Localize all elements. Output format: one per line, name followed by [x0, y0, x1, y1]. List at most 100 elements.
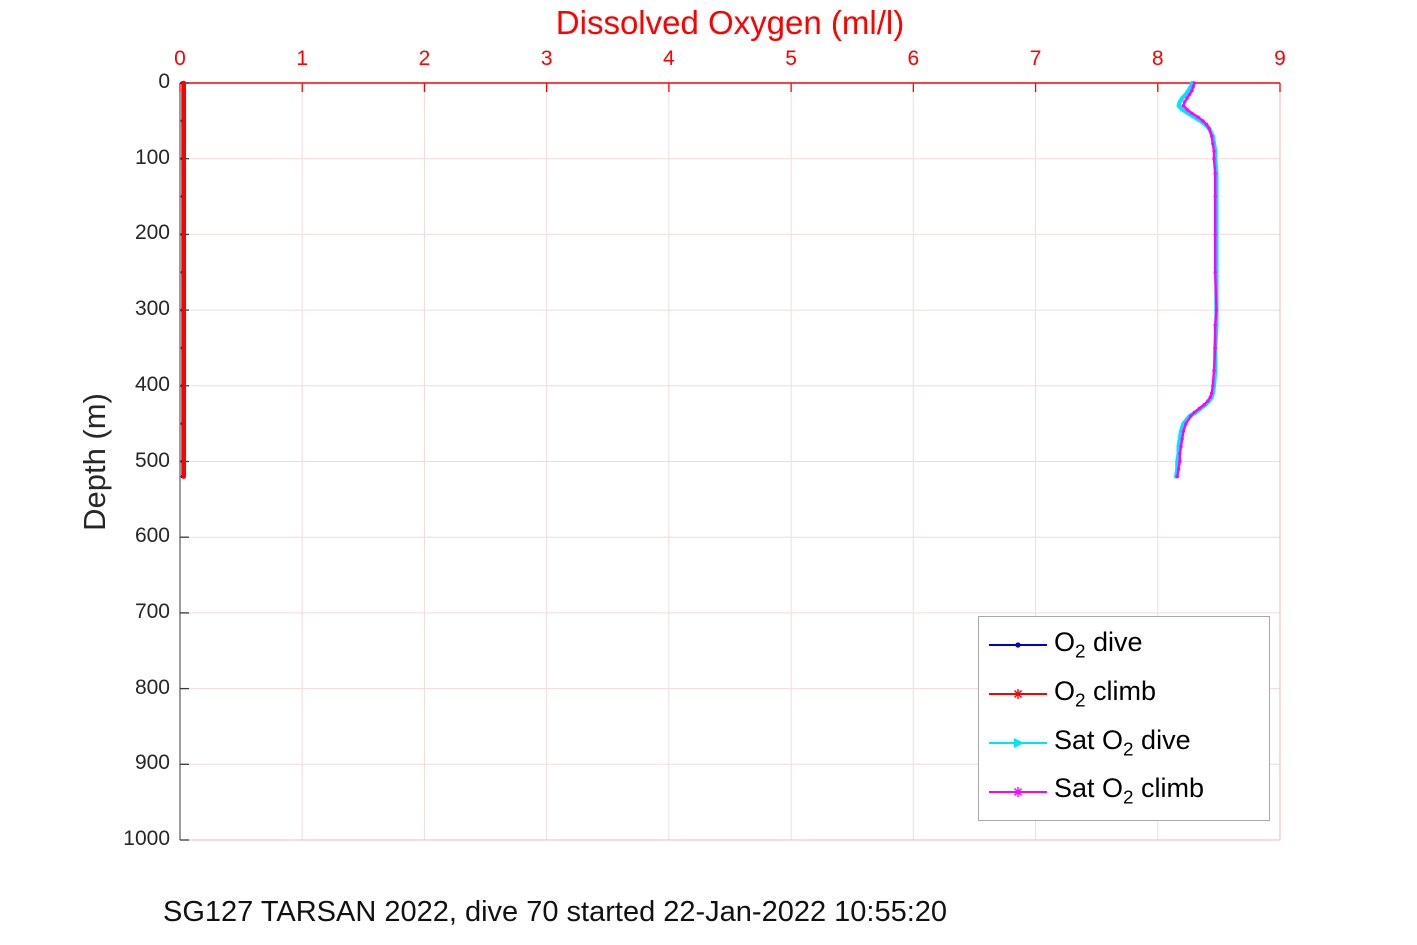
marker-sat-o2-climb — [1187, 92, 1192, 97]
legend-label: Sat O2 dive — [1054, 724, 1191, 761]
marker-o2-climb — [182, 119, 186, 123]
marker-sat-o2-climb — [1190, 111, 1194, 115]
marker-sat-o2-climb — [1213, 232, 1217, 237]
legend-item: Sat O2 climb — [979, 773, 1269, 809]
x-tick-label: 5 — [785, 47, 797, 70]
marker-sat-o2-climb — [1175, 474, 1179, 479]
marker-sat-o2-dive — [1175, 459, 1179, 464]
x-tick-label: 8 — [1151, 47, 1164, 70]
marker-o2-climb — [182, 194, 186, 199]
marker-sat-o2-dive — [1176, 444, 1181, 449]
y-tick-label: 200 — [134, 221, 170, 245]
marker-sat-o2-climb — [1191, 85, 1195, 89]
marker-sat-o2-climb — [1178, 459, 1182, 464]
marker-sat-o2-climb — [1183, 100, 1187, 104]
marker-o2-climb — [182, 459, 186, 464]
marker-sat-o2-climb — [1179, 444, 1183, 449]
legend-item: O2 climb — [979, 676, 1269, 712]
y-tick-label: 0 — [158, 70, 170, 93]
marker-sat-o2-climb — [1207, 126, 1211, 131]
marker-sat-o2-climb — [1181, 104, 1186, 108]
marker-sat-o2-climb — [1213, 323, 1217, 327]
marker-sat-o2-climb — [1213, 172, 1217, 176]
series-sat-o2-dive — [1173, 80, 1219, 479]
marker-o2-climb — [182, 474, 186, 479]
legend-label: Sat O2 climb — [1054, 773, 1205, 809]
x-tick-label: 2 — [418, 47, 431, 70]
chart-title: Dissolved Oxygen (ml/l) — [555, 4, 905, 41]
marker-sat-o2-climb — [1196, 115, 1200, 119]
marker-sat-o2-dive — [1184, 92, 1188, 97]
marker-sat-o2-climb — [1212, 157, 1216, 161]
marker-sat-o2-climb — [1214, 308, 1219, 312]
marker-sat-o2-climb — [1197, 406, 1201, 411]
marker-sat-o2-climb — [1184, 422, 1188, 426]
x-tick-label: 9 — [1274, 47, 1286, 70]
marker-sat-o2-climb — [1209, 134, 1214, 138]
y-tick-label: 400 — [134, 372, 170, 396]
marker-sat-o2-dive — [1181, 422, 1186, 426]
y-tick-label: 1000 — [123, 827, 170, 850]
y-tick-label: 500 — [134, 448, 170, 472]
y-tick-label: 300 — [134, 297, 170, 321]
marker-sat-o2-dive — [1176, 104, 1181, 108]
legend-swatch — [989, 689, 1047, 700]
legend-label: O2 climb — [1054, 675, 1157, 712]
series-sat-o2-climb — [1176, 81, 1218, 478]
legend-item: Sat O2 dive — [979, 725, 1269, 761]
plot-area — [179, 80, 1281, 841]
legend-swatch — [989, 786, 1047, 797]
legend-label: O2 dive — [1054, 627, 1143, 663]
marker-sat-o2-climb — [1212, 369, 1216, 373]
marker-o2-climb — [182, 384, 186, 388]
legend-swatch — [989, 642, 1047, 648]
marker-o2-climb — [182, 232, 186, 237]
marker-sat-o2-climb — [1213, 194, 1217, 199]
y-tick-label: 800 — [134, 675, 170, 699]
marker-sat-o2-climb — [1185, 96, 1189, 100]
marker-sat-o2-climb — [1212, 149, 1216, 153]
marker-sat-o2-climb — [1185, 107, 1189, 112]
marker-sat-o2-dive — [1180, 96, 1184, 100]
marker-sat-o2-climb — [1176, 467, 1181, 471]
marker-o2-climb — [182, 81, 186, 85]
marker-sat-o2-climb — [1213, 270, 1217, 274]
marker-sat-o2-climb — [1209, 391, 1214, 396]
marker-o2-climb — [182, 308, 186, 312]
x-tick-label: 1 — [296, 47, 309, 70]
marker-sat-o2-climb — [1189, 414, 1193, 418]
marker-sat-o2-climb — [1213, 346, 1217, 350]
x-tick-label: 6 — [907, 47, 920, 70]
marker-sat-o2-dive — [1186, 88, 1190, 93]
marker-sat-o2-climb — [1211, 141, 1215, 146]
marker-sat-o2-climb — [1206, 399, 1210, 403]
marker-sat-o2-dive — [1178, 437, 1182, 441]
marker-o2-climb — [182, 270, 186, 274]
marker-sat-o2-climb — [1201, 119, 1205, 123]
legend: O2 dive O2 climb Sat O2 dive Sat O2 climb — [978, 616, 1270, 821]
y-tick-label: 600 — [134, 524, 170, 548]
figure-caption: SG127 TARSAN 2022, dive 70 started 22-Ja… — [163, 896, 948, 928]
marker-sat-o2-climb — [1202, 403, 1206, 407]
y-tick-label: 700 — [134, 599, 170, 623]
marker-sat-o2-climb — [1190, 88, 1194, 93]
legend-item: O2 dive — [979, 627, 1269, 663]
x-tick-label: 0 — [174, 47, 186, 70]
x-tick-label: 7 — [1029, 47, 1042, 70]
marker-sat-o2-climb — [1205, 122, 1209, 127]
marker-sat-o2-dive — [1189, 85, 1193, 89]
marker-sat-o2-dive — [1180, 107, 1184, 112]
marker-o2-climb — [182, 157, 186, 161]
y-axis-label: Depth (m) — [77, 393, 112, 531]
marker-o2-climb — [182, 346, 186, 350]
marker-sat-o2-climb — [1192, 81, 1197, 85]
marker-sat-o2-dive — [1190, 81, 1194, 85]
x-tick-label: 4 — [663, 47, 675, 70]
y-tick-label: 100 — [134, 145, 170, 169]
marker-sat-o2-climb — [1211, 384, 1215, 388]
marker-sat-o2-climb — [1192, 410, 1197, 414]
marker-sat-o2-climb — [1178, 452, 1182, 456]
marker-o2-climb — [182, 422, 186, 426]
x-tick-label: 3 — [540, 47, 553, 70]
